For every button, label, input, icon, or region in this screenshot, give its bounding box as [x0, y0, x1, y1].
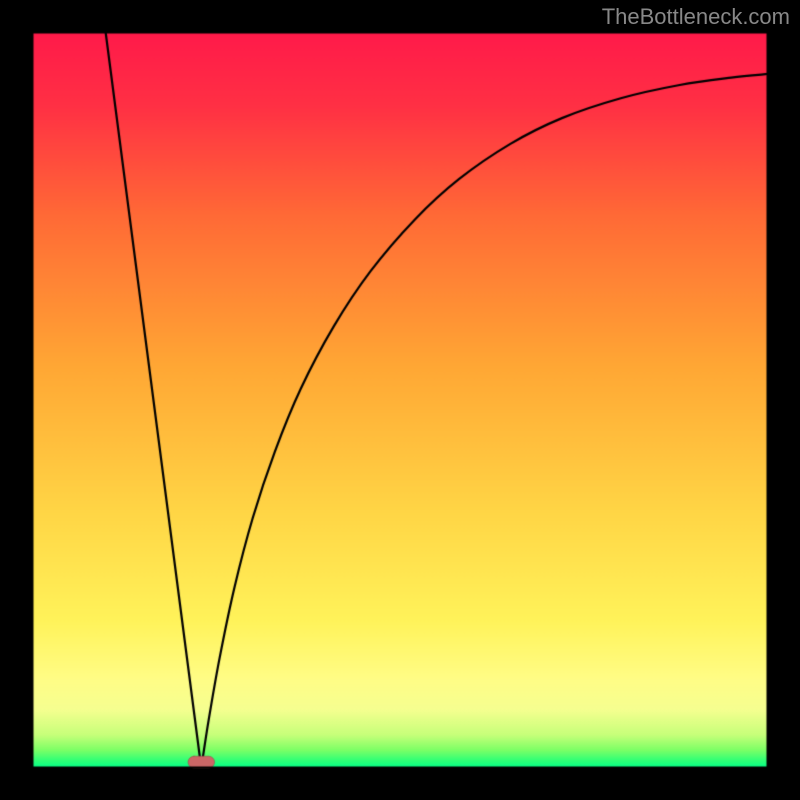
watermark-label: TheBottleneck.com	[602, 4, 790, 30]
chart-stage: TheBottleneck.com	[0, 0, 800, 800]
bottleneck-chart-canvas	[0, 0, 800, 800]
